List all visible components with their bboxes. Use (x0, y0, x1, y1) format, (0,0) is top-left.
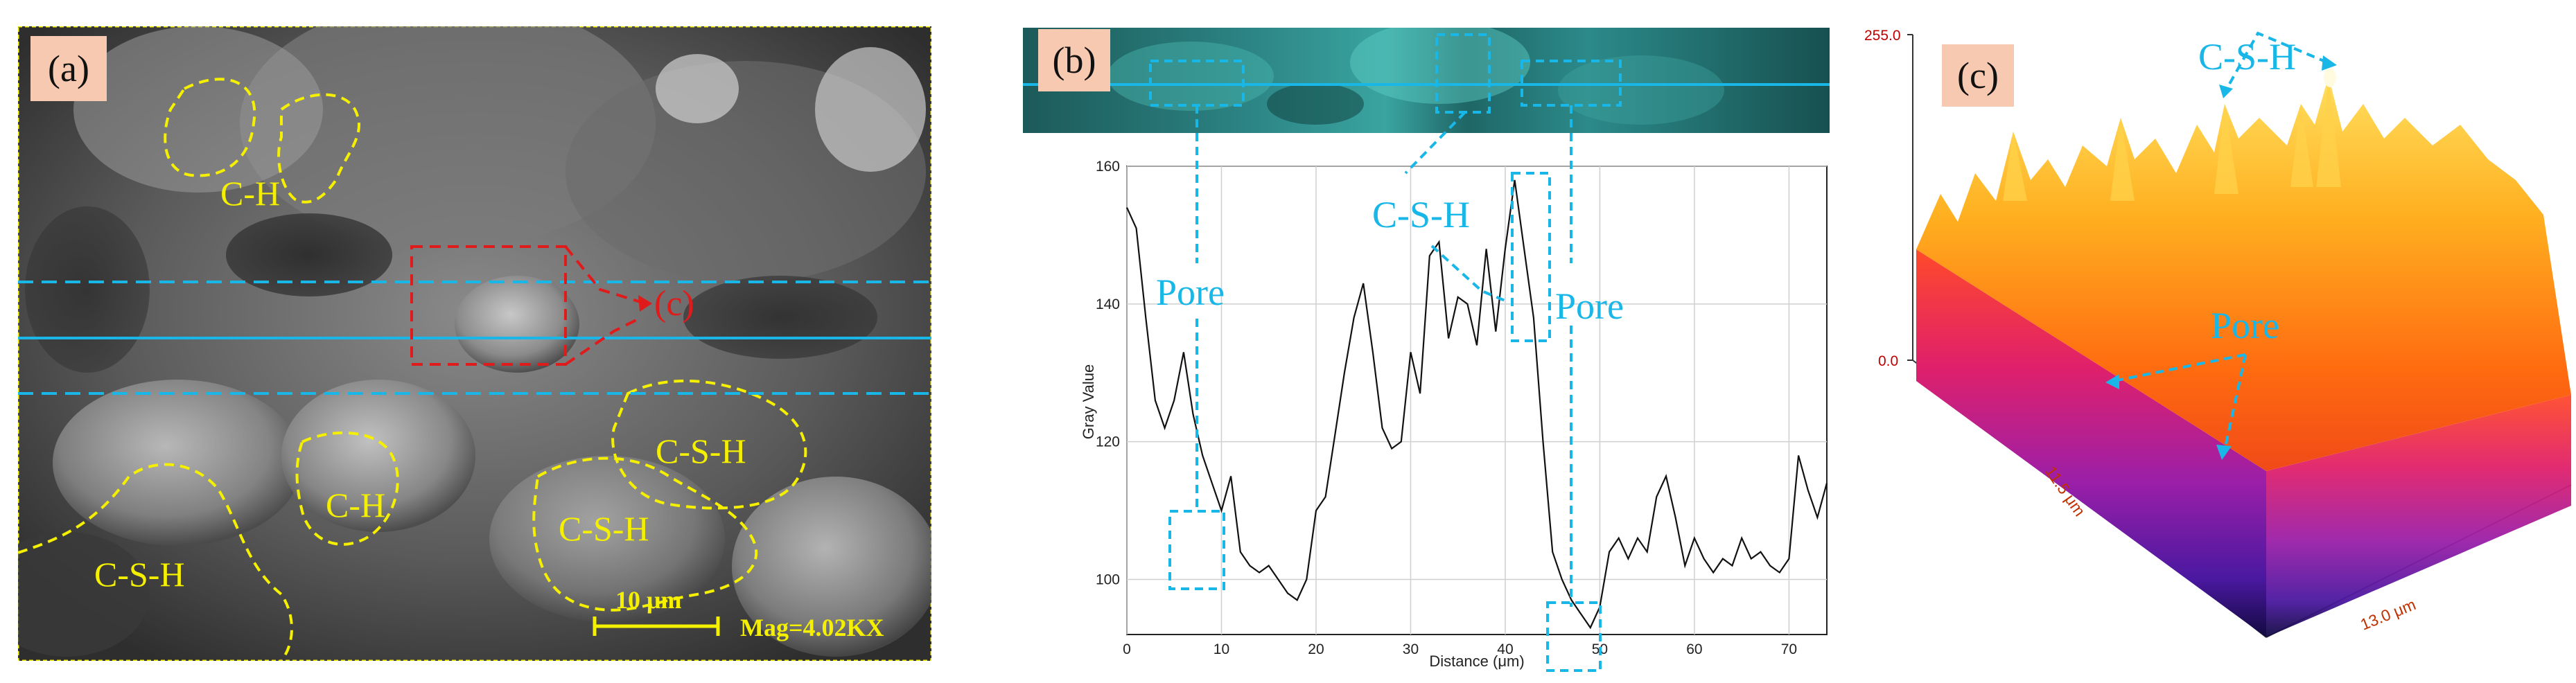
surface-side-right (2266, 395, 2571, 637)
label-csh-right: C-S-H (656, 432, 746, 470)
image-strip (1023, 28, 1830, 133)
scale-bar-label: 10 μm (615, 586, 681, 614)
arrow-heads-c (2105, 55, 2337, 460)
y-tick-label: 100 (1096, 571, 1120, 587)
panel-a-sem-image: C-H C-H C-S-H C-S-H C-S-H (c) 10 μm Mag=… (18, 26, 931, 661)
panel-b-profile: 0 10 20 30 40 50 60 70 100 120 140 160 Gray Value D… (983, 28, 1830, 672)
surface-side-left (1916, 249, 2266, 637)
phase-outlines (18, 78, 807, 661)
label-pore-right: Pore (1555, 285, 1624, 327)
magnification-label: Mag=4.02KX (740, 614, 884, 641)
panel-c-surface-plot: C-S-H Pore 255.0 0.0 11.5 μm 13.0 μm (c) (1837, 21, 2576, 683)
surface-annotations (2113, 31, 2328, 451)
y-tick-label: 160 (1096, 159, 1120, 175)
region-c-marker (410, 245, 646, 366)
x-tick-label: 20 (1308, 641, 1324, 657)
profile-band (18, 281, 931, 395)
label-csh-c: C-S-H (2198, 36, 2296, 78)
profile-annotations (1168, 105, 1602, 672)
label-csh-mid: C-S-H (559, 509, 649, 548)
label-csh-b: C-S-H (1372, 194, 1470, 236)
sem-micrograph: C-H C-H C-S-H C-S-H C-S-H (c) 10 μm Mag=… (18, 26, 931, 661)
panel-c-tag: (c) (1942, 44, 2014, 107)
y-tick-label: 140 (1096, 296, 1120, 312)
plot-area (1126, 166, 1828, 635)
x-tick-label: 10 (1213, 641, 1229, 657)
y-tick-label: 120 (1096, 434, 1120, 450)
panel-a-tag: (a) (30, 36, 107, 101)
surface-3d: C-S-H Pore 255.0 0.0 11.5 μm 13.0 μm (1864, 28, 2572, 638)
z-max-label: 255.0 (1864, 28, 1901, 44)
x-tick-label: 70 (1781, 641, 1797, 657)
y-axis-label: Gray Value (1080, 364, 1097, 439)
label-csh-left: C-S-H (94, 555, 185, 594)
surface-peaks (2003, 76, 2341, 201)
x-tick-label: 30 (1403, 641, 1419, 657)
panel-b-tag: (b) (1038, 29, 1110, 91)
label-ch-mid: C-H (326, 486, 385, 524)
z-min-label: 0.0 (1878, 353, 1898, 369)
x-axis-label: Distance (μm) (1429, 653, 1524, 670)
peak-highlight (2324, 68, 2336, 87)
gray-profile-line (1125, 179, 1828, 630)
dim-x-label: 13.0 μm (2358, 595, 2418, 633)
arrow-head (638, 295, 652, 312)
x-tick-label: 0 (1123, 641, 1131, 657)
label-c-ref: (c) (654, 284, 694, 323)
scale-bar (593, 617, 720, 636)
plot-grid (1126, 166, 1827, 635)
label-pore-left: Pore (1156, 272, 1225, 313)
surface-top (1916, 76, 2571, 471)
x-tick-label: 60 (1686, 641, 1702, 657)
x-tick-label: 40 (1497, 641, 1513, 657)
label-pore-c: Pore (2211, 305, 2279, 346)
label-ch-top: C-H (220, 174, 280, 213)
